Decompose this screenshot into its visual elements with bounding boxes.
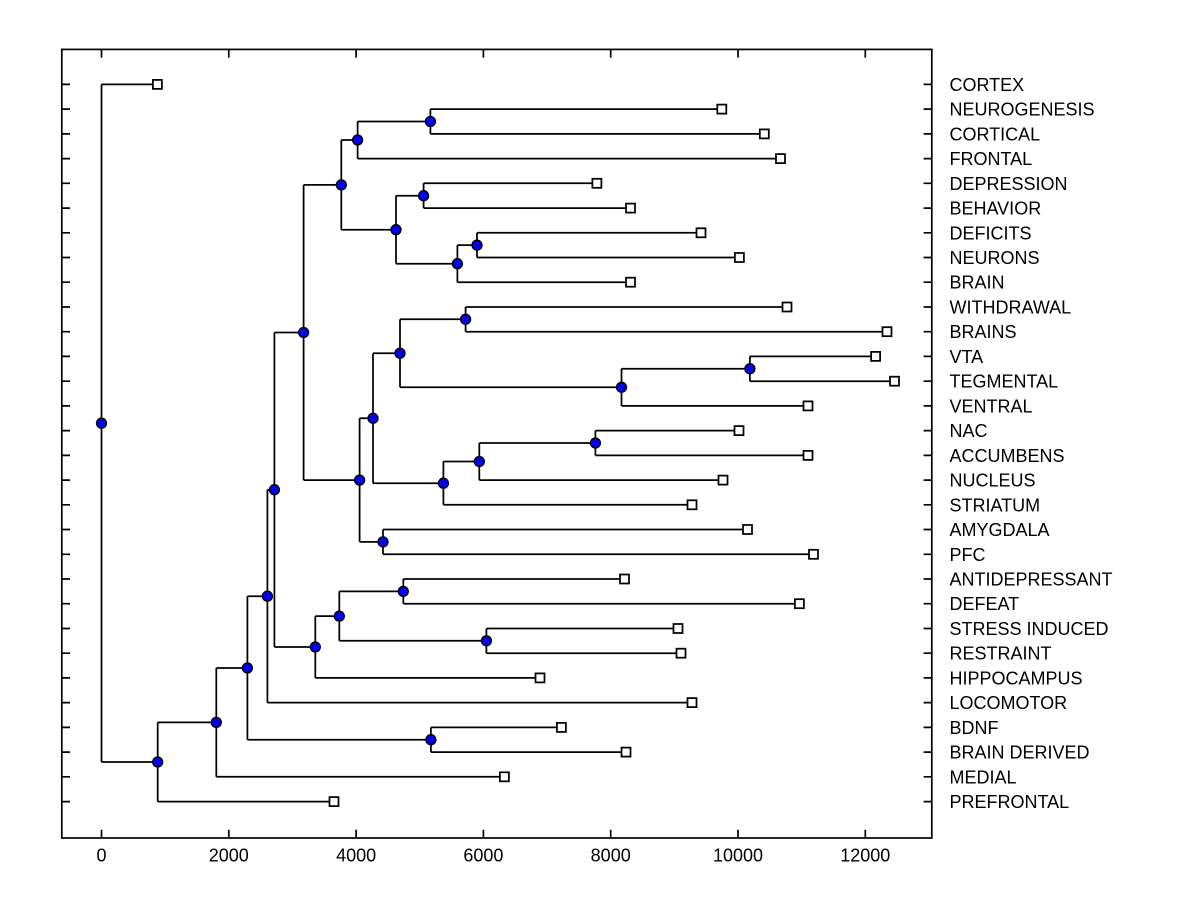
svg-text:BRAINS: BRAINS: [950, 322, 1017, 342]
svg-text:DEFEAT: DEFEAT: [950, 594, 1020, 614]
svg-text:0: 0: [96, 846, 106, 866]
svg-text:TEGMENTAL: TEGMENTAL: [950, 372, 1059, 392]
svg-text:WITHDRAWAL: WITHDRAWAL: [950, 298, 1072, 318]
svg-text:PREFRONTAL: PREFRONTAL: [950, 792, 1070, 812]
svg-text:BRAIN DERIVED: BRAIN DERIVED: [950, 743, 1090, 763]
svg-text:10000: 10000: [713, 846, 763, 866]
svg-text:STRIATUM: STRIATUM: [950, 495, 1041, 515]
svg-text:NAC: NAC: [950, 421, 988, 441]
svg-text:VTA: VTA: [950, 347, 984, 367]
svg-text:ANTIDEPRESSANT: ANTIDEPRESSANT: [950, 570, 1113, 590]
svg-text:CORTICAL: CORTICAL: [950, 124, 1041, 144]
svg-text:BDNF: BDNF: [950, 718, 999, 738]
svg-text:DEPRESSION: DEPRESSION: [950, 174, 1068, 194]
svg-text:BRAIN: BRAIN: [950, 273, 1005, 293]
svg-text:HIPPOCAMPUS: HIPPOCAMPUS: [950, 668, 1083, 688]
svg-text:ACCUMBENS: ACCUMBENS: [950, 446, 1065, 466]
svg-text:4000: 4000: [336, 846, 376, 866]
svg-text:NUCLEUS: NUCLEUS: [950, 471, 1036, 491]
svg-text:STRESS INDUCED: STRESS INDUCED: [950, 619, 1109, 639]
svg-text:AMYGDALA: AMYGDALA: [950, 520, 1050, 540]
svg-text:RESTRAINT: RESTRAINT: [950, 644, 1052, 664]
svg-text:CORTEX: CORTEX: [950, 75, 1025, 95]
svg-text:DEFICITS: DEFICITS: [950, 223, 1032, 243]
svg-text:12000: 12000: [840, 846, 890, 866]
svg-text:PFC: PFC: [950, 545, 986, 565]
svg-text:2000: 2000: [209, 846, 249, 866]
svg-text:BEHAVIOR: BEHAVIOR: [950, 199, 1042, 219]
svg-text:LOCOMOTOR: LOCOMOTOR: [950, 693, 1068, 713]
svg-text:NEURONS: NEURONS: [950, 248, 1040, 268]
svg-text:MEDIAL: MEDIAL: [950, 767, 1017, 787]
svg-text:NEUROGENESIS: NEUROGENESIS: [950, 100, 1095, 120]
svg-text:6000: 6000: [463, 846, 503, 866]
svg-text:VENTRAL: VENTRAL: [950, 396, 1033, 416]
svg-text:8000: 8000: [591, 846, 631, 866]
svg-text:FRONTAL: FRONTAL: [950, 149, 1033, 169]
